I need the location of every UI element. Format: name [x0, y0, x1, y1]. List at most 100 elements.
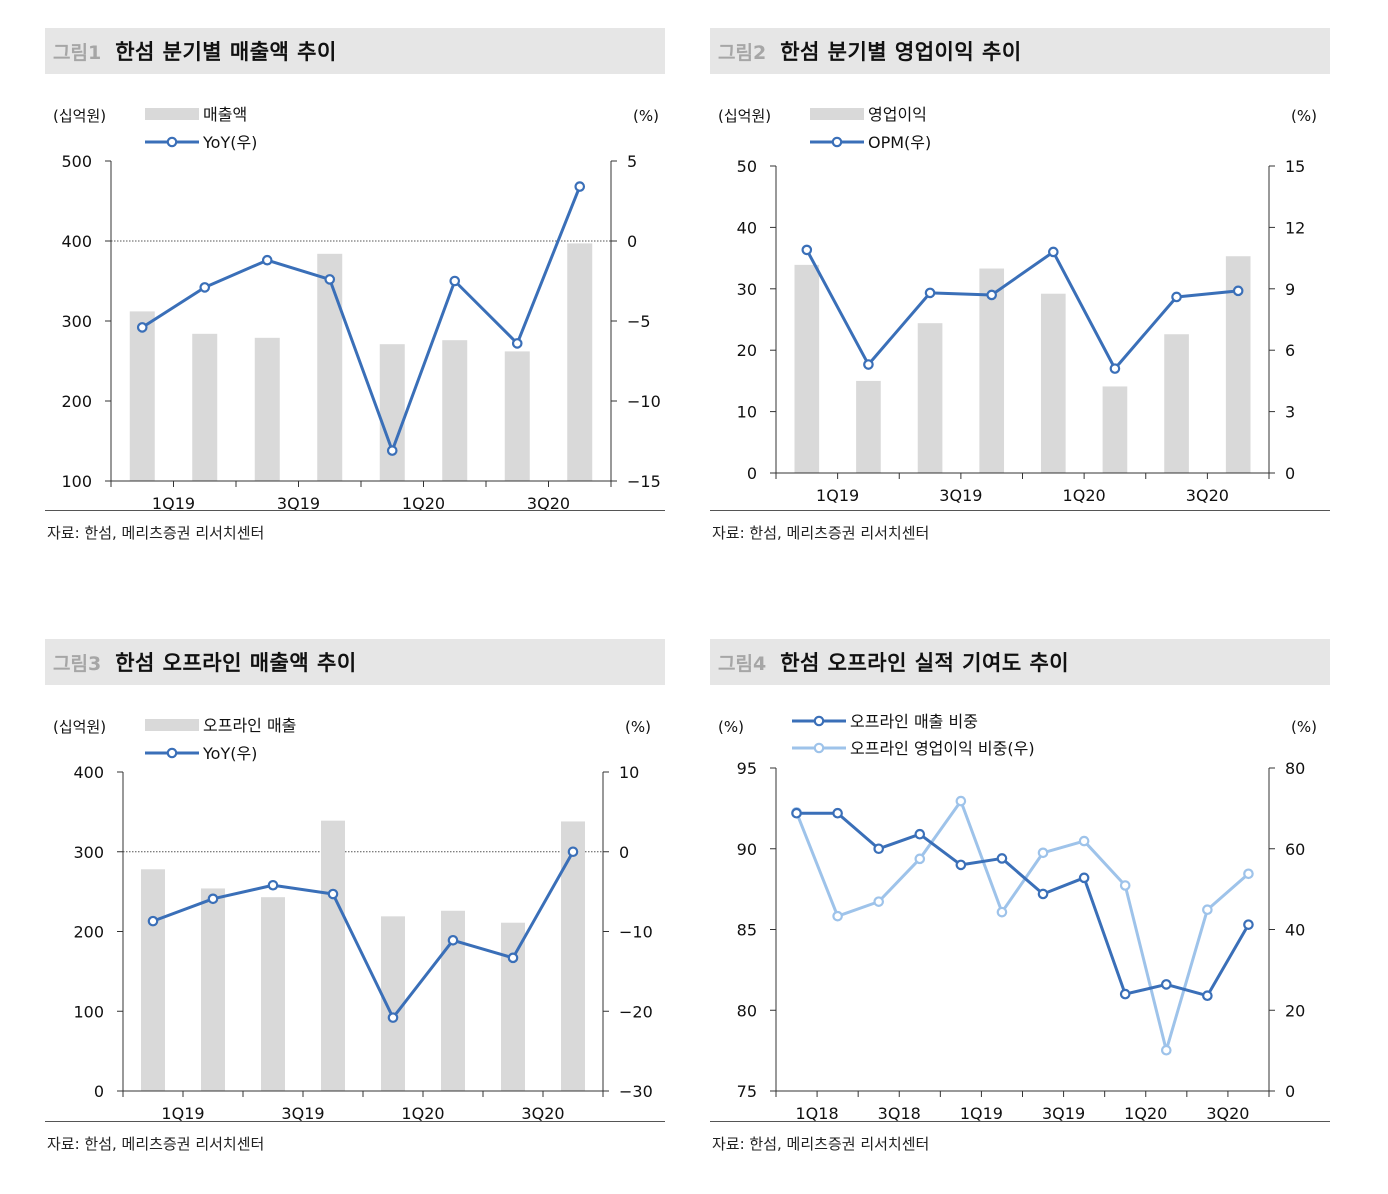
fig1-right-series-point-4Q19	[324, 274, 336, 285]
fig3-x-tick-label-1Q19: 1Q19	[161, 1104, 204, 1121]
fig4-legend-label-0: 오프라인 매출 비중	[850, 712, 978, 731]
fig1-bar-4Q20	[567, 243, 593, 481]
fig2-left-tick-label: 20	[737, 341, 757, 360]
fig3-left-tick-label: 300	[73, 843, 104, 862]
fig2-right-tick-label: 0	[1285, 464, 1295, 483]
figure-1-title: 한섬 분기별 매출액 추이	[115, 40, 337, 64]
fig4-left-series-point-4Q18	[914, 828, 926, 840]
fig3-bar-3Q20	[501, 922, 525, 1091]
fig3-bar-1Q19	[141, 869, 165, 1091]
fig1-bar-2Q20	[442, 340, 468, 481]
fig2-right-series-point-2Q20	[1109, 363, 1121, 374]
fig1-x-tick-label-3Q19: 3Q19	[277, 494, 320, 510]
fig2-left-tick-label: 40	[737, 218, 757, 237]
fig3-legend-line-marker	[166, 747, 178, 759]
fig2-x-tick-label-3Q19: 3Q19	[939, 486, 982, 505]
figure-2-title-bar: 그림2 한섬 분기별 영업이익 추이	[710, 28, 1330, 74]
fig2-bar-3Q19	[917, 323, 943, 473]
fig2-left-tick-label: 10	[737, 403, 757, 422]
fig4-right-tick-label: 60	[1285, 840, 1305, 859]
fig2-bar-2Q20	[1102, 386, 1128, 473]
fig2-right-tick-label: 3	[1285, 403, 1295, 422]
fig3-right-tick-label: 10	[619, 763, 639, 782]
fig4-right-tick-label: 20	[1285, 1001, 1305, 1020]
fig1-bar-3Q20	[504, 351, 530, 481]
fig3-legend-bar-label: 오프라인 매출	[203, 716, 296, 735]
fig3-right-series-point-1Q19	[147, 915, 159, 927]
fig3-right-tick-label: −20	[619, 1002, 653, 1021]
fig4-right-series-point-4Q19	[1078, 835, 1090, 847]
figure-2-divider	[710, 510, 1330, 511]
fig4-left-series-line	[796, 811, 1250, 998]
fig1-left-tick-label: 500	[61, 152, 92, 171]
fig2-legend-bar-swatch	[810, 108, 864, 120]
fig3-right-series-point-2Q19	[207, 893, 219, 905]
fig1-right-series-point-3Q20	[511, 338, 523, 349]
fig1-bar-3Q19	[254, 337, 280, 481]
fig4-right-series-point-3Q20	[1202, 904, 1213, 916]
fig1-right-tick-label: −15	[627, 472, 661, 491]
fig1-right-tick-label: 5	[627, 152, 637, 171]
figure-2-chart: (십억원) (%) 0 10 20 30 40 50 0 3 6 9 12 15 1Q19 3Q19 1Q20 3…	[710, 74, 1330, 510]
figure-3-divider	[45, 1121, 665, 1122]
figure-2-panel: 그림2 한섬 분기별 영업이익 추이 (십억원) (%) 0 10 20 30 40 50 0 3…	[710, 28, 1330, 568]
fig2-left-tick-label: 50	[737, 157, 757, 176]
fig1-bar-4Q19	[317, 253, 343, 481]
fig4-right-series-point-4Q18	[914, 853, 926, 865]
fig2-left-tick-label: 0	[747, 464, 757, 483]
fig1-right-series-point-1Q19	[136, 322, 148, 333]
fig4-right-series-point-2Q18	[832, 910, 843, 922]
fig4-legend-label-1: 오프라인 영업이익 비중(우)	[850, 739, 1035, 758]
fig2-legend-line-label: OPM(우)	[868, 133, 931, 152]
figure-4-divider	[710, 1121, 1330, 1122]
fig3-x-tick-label-3Q19: 3Q19	[281, 1104, 324, 1121]
fig2-right-series-point-4Q20	[1232, 285, 1244, 297]
fig1-x-tick-label-1Q20: 1Q20	[402, 494, 445, 510]
figure-4-chart-svg: (%) (%) 75 80 85 90 95 0 20 40 60 80 1Q18 3Q18 1Q19 3Q1…	[718, 712, 1317, 1121]
fig3-right-series-point-4Q20	[567, 846, 579, 858]
fig3-left-tick-label: 200	[73, 923, 104, 942]
figure-4-title: 한섬 오프라인 실적 기여도 추이	[780, 651, 1070, 675]
fig3-bar-2Q19	[201, 888, 225, 1091]
fig4-right-series-point-1Q20	[1119, 880, 1131, 891]
fig4-left-series-point-4Q19	[1078, 872, 1090, 884]
fig1-legend-line-label: YoY(우)	[202, 133, 257, 152]
fig4-x-tick-label-1Q19: 1Q19	[960, 1104, 1003, 1121]
fig3-right-series-point-1Q20	[387, 1012, 399, 1023]
fig3-right-series-line	[152, 851, 575, 1020]
fig4-left-series-point-3Q18	[873, 843, 885, 855]
fig1-right-series-point-2Q19	[199, 282, 211, 293]
fig4-right-tick-label: 40	[1285, 921, 1305, 940]
figure-1-chart: (십억원) (%) 100 200 300 400 500 −15 −10 −5 0 5 1Q19 3Q1…	[45, 74, 665, 510]
fig2-right-series-line	[805, 249, 1239, 371]
fig1-right-series-point-2Q20	[449, 275, 461, 287]
fig2-x-tick-label-3Q20: 3Q20	[1186, 486, 1229, 505]
fig4-left-series-point-3Q19	[1037, 888, 1049, 900]
fig3-right-series-point-3Q19	[267, 879, 279, 891]
figure-3-source: 자료: 한섬, 메리츠증권 리서치센터	[47, 1135, 265, 1153]
fig4-left-tick-label: 95	[737, 759, 757, 778]
fig1-ylabel-right: (%)	[633, 107, 659, 125]
fig1-legend-bar-label: 매출액	[203, 105, 247, 124]
fig4-right-series-point-1Q19	[955, 795, 967, 807]
fig4-x-tick-label-3Q18: 3Q18	[878, 1104, 921, 1121]
fig2-bar-4Q19	[979, 268, 1005, 473]
fig4-x-tick-label-1Q18: 1Q18	[796, 1104, 839, 1121]
fig1-right-tick-label: −10	[627, 392, 661, 411]
fig4-right-tick-label: 0	[1285, 1082, 1295, 1101]
fig4-x-tick-label-3Q19: 3Q19	[1042, 1104, 1085, 1121]
figure-3-chart: (십억원) (%) 0 100 200 300 400 −30 −20 −10 0 10 1Q19 3Q1…	[45, 685, 665, 1121]
fig4-left-tick-label: 80	[737, 1001, 757, 1020]
figure-1-divider	[45, 510, 665, 511]
fig2-bar-1Q19	[794, 264, 820, 473]
fig4-left-series-point-2Q20	[1160, 979, 1172, 990]
fig3-right-series-point-4Q19	[327, 888, 339, 900]
fig1-bar-2Q19	[192, 333, 218, 481]
fig4-left-series-point-4Q20	[1243, 919, 1254, 930]
fig4-legend-marker-0	[813, 715, 825, 727]
figure-2-source: 자료: 한섬, 메리츠증권 리서치센터	[712, 524, 930, 542]
fig1-left-tick-label: 300	[61, 312, 92, 331]
fig3-x-tick-label-1Q20: 1Q20	[401, 1104, 444, 1121]
fig3-left-tick-label: 400	[73, 763, 104, 782]
fig3-x-tick-label-3Q20: 3Q20	[521, 1104, 564, 1121]
